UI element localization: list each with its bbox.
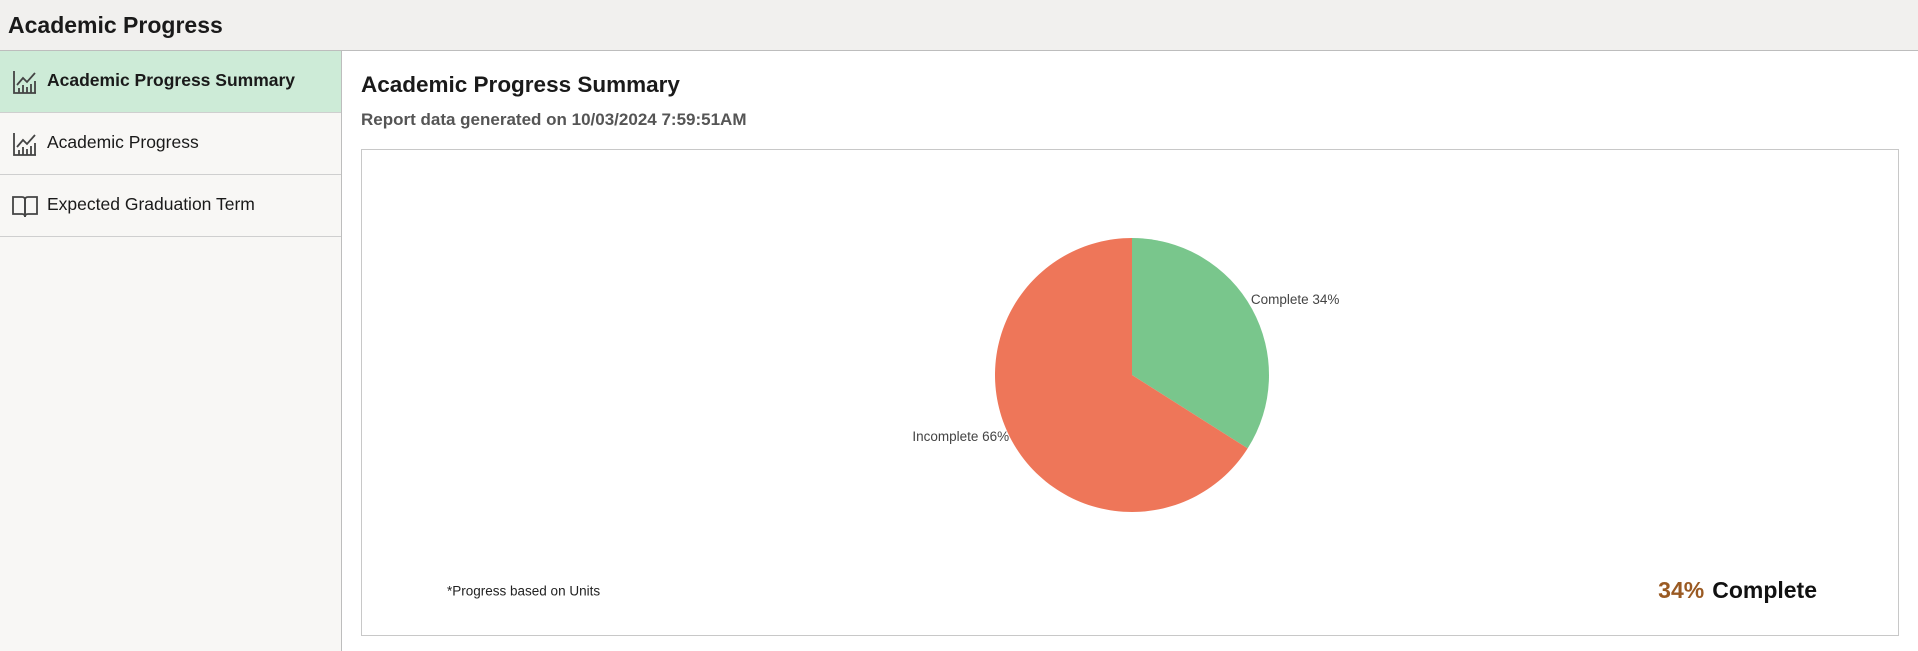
chart-panel: *Progress based on Units 34% Complete Com… bbox=[361, 149, 1899, 636]
summary-text: Complete bbox=[1712, 577, 1817, 603]
nav-label: Expected Graduation Term bbox=[47, 194, 255, 214]
main-title: Academic Progress Summary bbox=[361, 72, 680, 97]
nav-item[interactable]: Academic Progress bbox=[0, 113, 341, 175]
summary-percent: 34% bbox=[1658, 577, 1704, 603]
summary: 34% Complete bbox=[1658, 577, 1817, 603]
nav-item[interactable]: Expected Graduation Term bbox=[0, 175, 341, 237]
nav-item[interactable]: Academic Progress Summary bbox=[0, 51, 341, 113]
pie-slice bbox=[1132, 238, 1269, 449]
nav-label: Academic Progress bbox=[47, 132, 199, 152]
pie-slice bbox=[994, 238, 1248, 512]
chart-icon bbox=[13, 71, 36, 94]
slice-label: Incomplete 66% bbox=[912, 429, 1009, 444]
slice-label: Complete 34% bbox=[1251, 292, 1340, 307]
chart: *Progress based on Units 34% Complete Com… bbox=[447, 238, 1817, 603]
nav-label: Academic Progress Summary bbox=[47, 70, 296, 90]
book-icon bbox=[12, 196, 38, 218]
header-title: Academic Progress bbox=[8, 12, 223, 38]
chart-icon bbox=[13, 133, 36, 156]
main-subtitle: Report data generated on 10/03/2024 7:59… bbox=[361, 110, 747, 129]
sidebar: Academic Progress Summary Academic Progr… bbox=[0, 51, 342, 651]
footnote: *Progress based on Units bbox=[447, 584, 600, 599]
header: Academic Progress bbox=[0, 0, 1918, 51]
